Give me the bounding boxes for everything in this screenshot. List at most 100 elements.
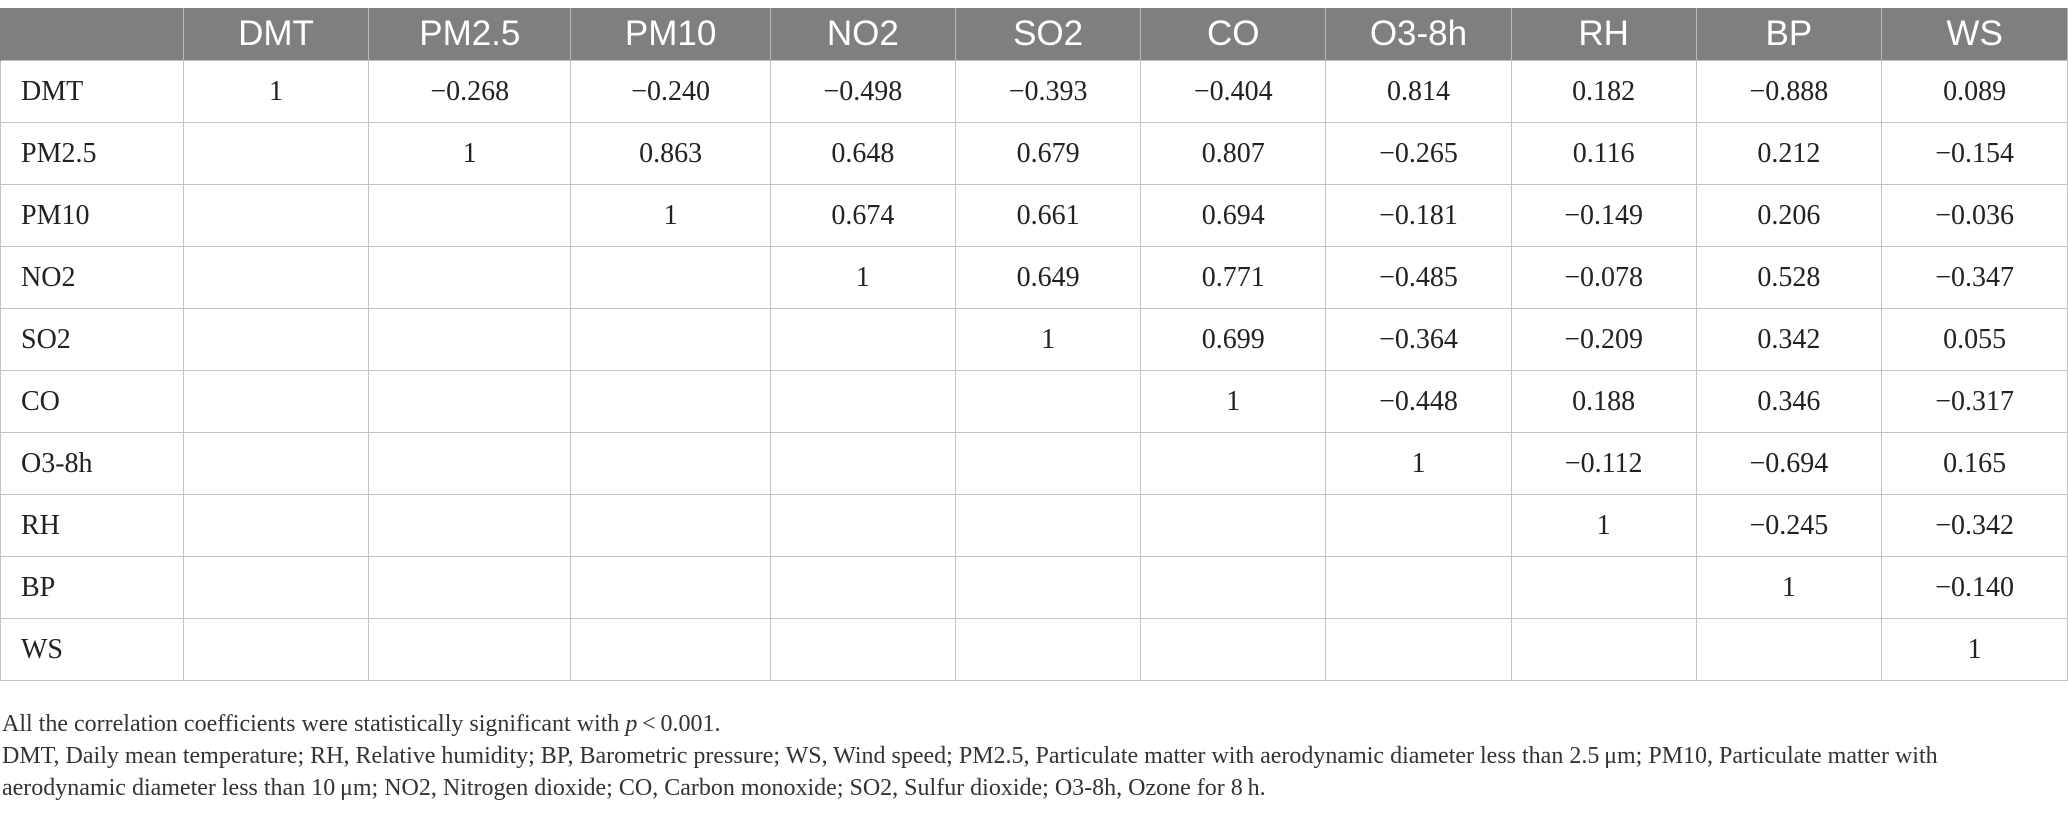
table-cell: [368, 494, 572, 557]
table-cell: 1: [1325, 432, 1512, 495]
table-cell: 0.165: [1881, 432, 2068, 495]
table-cell: [182, 246, 370, 309]
table-cell: 0.206: [1695, 184, 1883, 247]
table-cell: [182, 122, 370, 185]
table-cell: −0.140: [1881, 556, 2068, 619]
correlation-table-container: DMT PM2.5 PM10 NO2 SO2 CO O3-8h RH BP WS DMT 1 −0.2…: [0, 8, 2068, 681]
table-cell: 0.182: [1510, 60, 1697, 123]
table-body: DMT 1 −0.268 −0.240 −0.498 −0.393 −0.404 0.814 0…: [0, 60, 2068, 681]
table-cell: [570, 618, 772, 681]
table-cell: −0.149: [1510, 184, 1697, 247]
table-cell: [770, 494, 956, 557]
table-cell: −0.112: [1510, 432, 1697, 495]
table-cell: [570, 432, 772, 495]
table-cell: −0.181: [1325, 184, 1512, 247]
table-cell: [182, 308, 370, 371]
table-cell: [954, 370, 1142, 433]
table-cell: [368, 618, 572, 681]
table-row: NO2 1 0.649 0.771 −0.485 −0.078 0.528 −0.347: [0, 246, 2068, 309]
table-footnotes: All the correlation coefficients were st…: [2, 708, 2042, 804]
table-cell: −0.036: [1881, 184, 2068, 247]
table-cell: −0.209: [1510, 308, 1697, 371]
table-row: WS 1: [0, 618, 2068, 681]
column-header: DMT: [182, 8, 370, 61]
table-cell: 0.771: [1140, 246, 1327, 309]
table-cell: 1: [182, 60, 370, 123]
table-row: PM10 1 0.674 0.661 0.694 −0.181 −0.149 0.206 −0.…: [0, 184, 2068, 247]
table-cell: 0.863: [570, 122, 772, 185]
table-cell: [954, 618, 1142, 681]
table-cell: [1140, 494, 1327, 557]
table-cell: 0.699: [1140, 308, 1327, 371]
row-label: SO2: [0, 308, 184, 371]
column-header: PM10: [570, 8, 772, 61]
table-cell: [368, 432, 572, 495]
table-cell: −0.078: [1510, 246, 1697, 309]
table-cell: −0.485: [1325, 246, 1512, 309]
table-cell: [954, 432, 1142, 495]
table-cell: −0.317: [1881, 370, 2068, 433]
table-cell: [1325, 556, 1512, 619]
table-cell: [1510, 618, 1697, 681]
table-cell: −0.364: [1325, 308, 1512, 371]
table-cell: 1: [1881, 618, 2068, 681]
table-row: O3-8h 1 −0.112 −0.694 0.165: [0, 432, 2068, 495]
table-cell: 0.661: [954, 184, 1142, 247]
significance-p-variable: p: [625, 711, 638, 737]
table-cell: 0.649: [954, 246, 1142, 309]
correlation-table: DMT PM2.5 PM10 NO2 SO2 CO O3-8h RH BP WS DMT 1 −0.2…: [0, 8, 2068, 681]
table-cell: [770, 556, 956, 619]
table-cell: [368, 246, 572, 309]
table-cell: [1140, 432, 1327, 495]
table-cell: [954, 556, 1142, 619]
table-cell: [570, 494, 772, 557]
table-cell: [770, 370, 956, 433]
table-cell: 1: [1140, 370, 1327, 433]
row-label: NO2: [0, 246, 184, 309]
header-row: DMT PM2.5 PM10 NO2 SO2 CO O3-8h RH BP WS: [0, 8, 2068, 61]
table-cell: 1: [1695, 556, 1883, 619]
table-cell: 0.212: [1695, 122, 1883, 185]
table-cell: −0.393: [954, 60, 1142, 123]
table-cell: [368, 370, 572, 433]
table-cell: −0.342: [1881, 494, 2068, 557]
table-cell: [570, 556, 772, 619]
table-cell: [368, 184, 572, 247]
table-header: DMT PM2.5 PM10 NO2 SO2 CO O3-8h RH BP WS: [0, 8, 2068, 61]
table-cell: −0.498: [770, 60, 956, 123]
table-cell: [770, 432, 956, 495]
table-cell: [368, 308, 572, 371]
significance-suffix: < 0.001.: [637, 711, 721, 737]
significance-prefix: All the correlation coefficients were st…: [2, 711, 626, 737]
table-cell: [182, 370, 370, 433]
table-cell: −0.240: [570, 60, 772, 123]
column-header: NO2: [770, 8, 956, 61]
table-cell: 0.674: [770, 184, 956, 247]
column-header: RH: [1510, 8, 1697, 61]
table-cell: 0.679: [954, 122, 1142, 185]
table-row: RH 1 −0.245 −0.342: [0, 494, 2068, 557]
column-header: SO2: [954, 8, 1142, 61]
table-cell: [1140, 618, 1327, 681]
table-cell: 0.346: [1695, 370, 1883, 433]
table-cell: [182, 556, 370, 619]
row-label: O3-8h: [0, 432, 184, 495]
table-cell: −0.888: [1695, 60, 1883, 123]
table-row: DMT 1 −0.268 −0.240 −0.498 −0.393 −0.404 0.814 0…: [0, 60, 2068, 123]
row-label: WS: [0, 618, 184, 681]
table-cell: 0.089: [1881, 60, 2068, 123]
table-cell: −0.694: [1695, 432, 1883, 495]
row-label: DMT: [0, 60, 184, 123]
table-cell: 1: [1510, 494, 1697, 557]
table-cell: 1: [954, 308, 1142, 371]
table-cell: [954, 494, 1142, 557]
row-label: CO: [0, 370, 184, 433]
row-label: RH: [0, 494, 184, 557]
column-header: WS: [1881, 8, 2068, 61]
table-cell: −0.265: [1325, 122, 1512, 185]
row-label: BP: [0, 556, 184, 619]
table-cell: [182, 184, 370, 247]
table-cell: 0.807: [1140, 122, 1327, 185]
table-cell: [570, 370, 772, 433]
row-label: PM2.5: [0, 122, 184, 185]
